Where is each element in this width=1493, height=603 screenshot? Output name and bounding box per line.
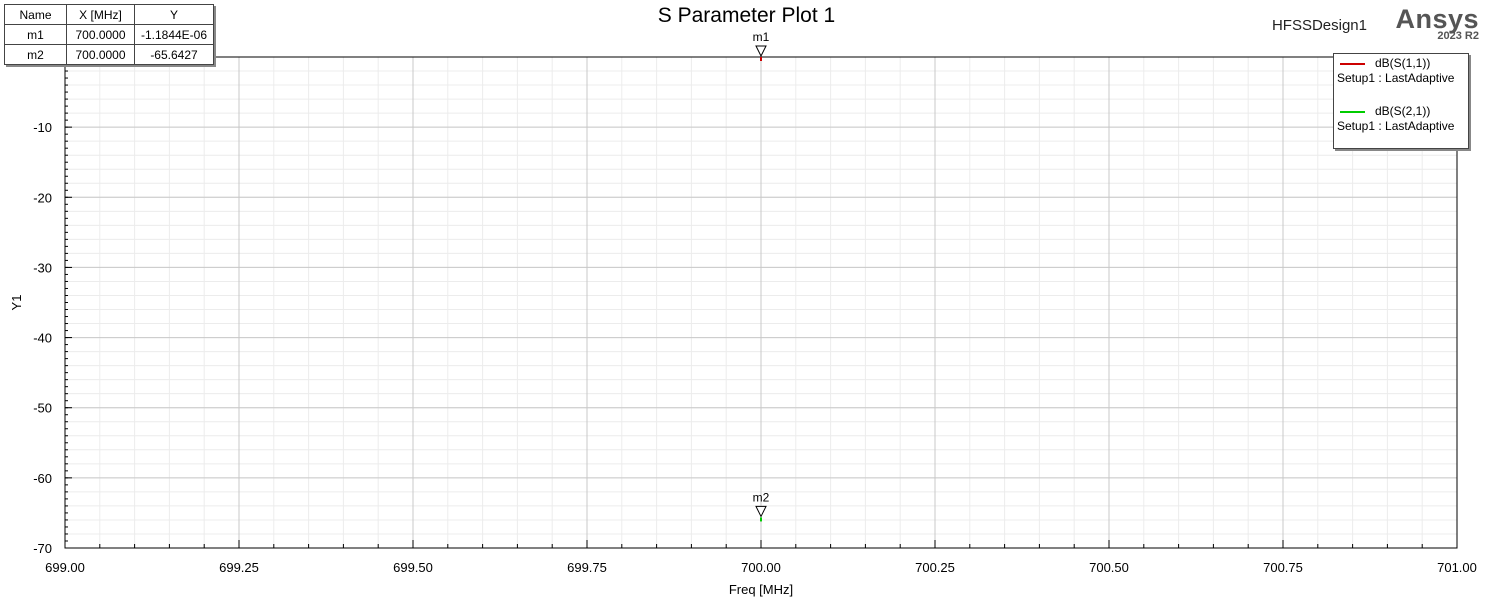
x-tick-label: 700.00 [741,560,781,575]
y-axis-label: Y1 [9,295,24,311]
marker-triangle [755,45,767,58]
marker-col-y: Y [134,4,214,25]
ansys-version: 2023 R2 [1437,30,1479,42]
y-tick-label: -50 [33,401,52,416]
chart-legend[interactable]: dB(S(1,1)) Setup1 : LastAdaptive dB(S(2,… [1333,53,1469,149]
y-tick-label: -10 [33,120,52,135]
legend-trace-name: dB(S(1,1)) [1375,56,1431,70]
marker-name: m2 [4,44,67,65]
marker-x: 700.0000 [66,24,135,45]
x-tick-label: 701.00 [1437,560,1477,575]
x-axis-label: Freq [MHz] [729,582,793,597]
x-tick-label: 699.25 [219,560,259,575]
legend-swatch-s21 [1340,111,1365,113]
marker-label: m2 [753,490,770,504]
marker-row-m2[interactable]: m2 700.0000 -65.6427 [4,44,214,65]
y-tick-label: -20 [33,190,52,205]
marker-row-m1[interactable]: m1 700.0000 -1.1844E-06 [4,24,214,45]
marker-col-name: Name [4,4,67,25]
marker-table[interactable]: Name X [MHz] Y m1 700.0000 -1.1844E-06 m… [4,4,214,65]
y-tick-label: -30 [33,260,52,275]
legend-trace-setup: Setup1 : LastAdaptive [1337,71,1455,85]
marker-y: -1.1844E-06 [134,24,214,45]
brand-block: HFSSDesign1 Ansys 2023 R2 [1272,4,1479,42]
marker-triangle [755,505,767,518]
marker-col-x: X [MHz] [66,4,135,25]
x-tick-label: 700.50 [1089,560,1129,575]
y-tick-label: -40 [33,331,52,346]
legend-trace-setup: Setup1 : LastAdaptive [1337,119,1455,133]
chart-title: S Parameter Plot 1 [657,4,836,27]
marker-table-header: Name X [MHz] Y [4,4,214,25]
x-tick-label: 699.00 [45,560,85,575]
marker-x: 700.0000 [66,44,135,65]
y-tick-label: -60 [33,471,52,486]
x-tick-label: 700.75 [1263,560,1303,575]
x-tick-label: 700.25 [915,560,955,575]
marker-name: m1 [4,24,67,45]
legend-trace-name: dB(S(2,1)) [1375,104,1431,118]
design-name: HFSSDesign1 [1271,17,1367,34]
x-tick-label: 699.75 [567,560,607,575]
y-tick-label: -70 [33,541,52,556]
marker-label: m1 [753,30,770,44]
legend-swatch-s11 [1340,63,1365,65]
ansys-logo: Ansys [1395,4,1479,34]
marker-y: -65.6427 [134,44,214,65]
x-tick-label: 699.50 [393,560,433,575]
